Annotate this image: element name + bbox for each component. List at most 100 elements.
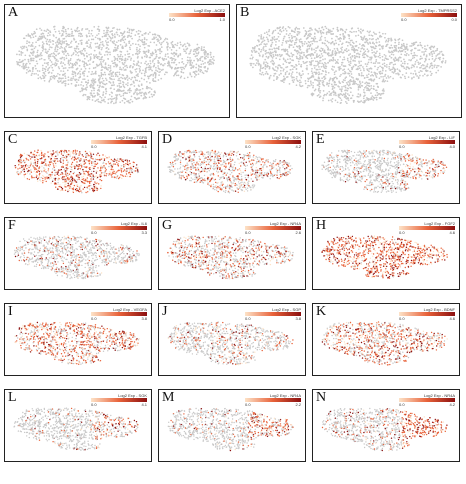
cell-point [260,159,263,161]
cell-point [125,173,128,175]
cell-point [314,37,317,40]
cell-point [164,53,167,56]
cell-point [44,48,47,51]
cell-point [373,47,376,50]
cell-point [387,37,390,40]
cell-point [240,171,242,173]
cell-point [88,185,90,187]
cell-point [338,80,340,83]
cell-point [85,28,87,30]
cell-point [253,49,256,52]
cell-point [37,169,39,172]
cell-point [135,30,138,33]
cell-point [234,190,237,192]
cell-point [255,174,257,176]
cell-point [203,174,206,177]
cell-point [179,66,182,69]
cell-point [232,154,235,156]
cell-point [70,66,72,69]
cell-point [195,164,197,166]
cell-point [215,184,217,187]
cell-point [180,152,183,155]
cell-point [279,162,281,165]
cell-point [170,41,173,44]
cell-point [188,44,190,47]
cell-point [49,31,52,34]
cell-point [90,184,92,187]
cell-point [353,51,356,54]
cell-point [82,78,84,81]
cell-point [189,73,192,76]
cell-point [231,169,233,172]
cell-point [60,35,63,37]
cell-point [43,170,45,172]
cell-point [271,67,274,69]
cell-point [348,63,351,66]
cell-point [312,40,314,42]
cell-point [306,64,308,67]
cell-point [92,38,95,41]
cell-point [315,64,317,67]
cell-point [198,173,200,175]
cell-point [187,167,189,169]
cell-point [14,167,17,169]
cell-point [154,80,156,82]
cell-point [67,174,69,177]
cell-point [129,64,132,67]
cell-point [172,164,175,166]
cell-point [96,34,98,37]
cell-point [98,47,101,50]
cell-point [158,74,160,76]
cell-point [324,36,326,39]
cell-point [26,168,28,170]
cell-point [291,76,293,79]
cell-point [109,97,112,100]
cell-point [148,96,151,99]
cell-point [109,67,112,69]
cell-point [145,60,147,63]
cell-point [349,83,351,86]
cell-point [220,183,222,185]
cell-point [42,177,44,180]
cell-point [29,165,32,167]
cell-point [52,168,54,170]
cell-point [271,41,274,44]
cell-point [306,48,309,51]
cell-point [30,162,32,165]
cell-point [379,73,382,75]
cell-point [333,86,336,89]
cell-point [276,177,278,179]
cell-point [51,66,54,69]
cell-point [129,98,132,101]
cell-point [27,70,30,73]
cell-point [58,41,61,44]
cell-point [22,45,24,48]
cell-point [309,61,312,64]
cell-point [99,157,101,159]
cell-point [22,62,25,65]
cell-point [414,70,416,72]
cell-point [397,43,400,46]
cell-point [26,48,29,51]
cell-point [344,100,347,103]
cell-point [79,153,81,155]
cell-point [76,187,78,190]
cell-point [156,70,159,73]
cell-point [71,30,74,33]
cell-point [90,154,92,156]
cell-point [72,187,75,189]
cell-point [311,67,313,70]
cell-point [174,168,176,170]
cell-point [36,170,38,173]
cell-point [51,171,53,173]
cell-point [403,62,406,65]
cell-point [282,26,285,28]
cell-point [351,39,353,42]
cell-point [349,62,352,64]
cell-point [397,50,400,53]
cell-point [251,162,254,165]
cell-point [154,51,157,54]
cell-point [153,94,156,96]
cell-point [104,170,107,172]
cell-point [368,38,371,40]
